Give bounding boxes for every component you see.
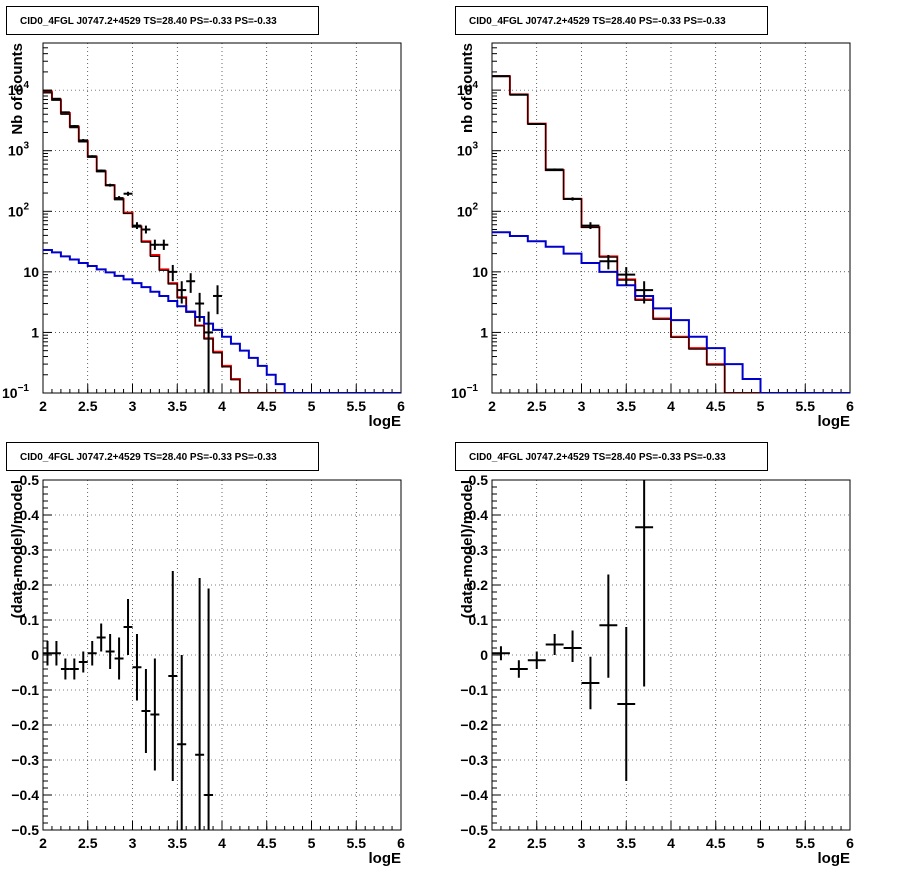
y-tick-label: 0.2 (20, 577, 40, 593)
x-axis-label: logE (818, 850, 851, 867)
x-tick-label: 3 (129, 835, 137, 851)
y-tick-label: −0.4 (11, 787, 39, 803)
y-tick-label: 0.1 (20, 612, 40, 628)
y-tick-label: −0.1 (11, 682, 39, 698)
y-tick-label: 0.5 (20, 472, 40, 488)
x-axis-label: logE (369, 850, 402, 867)
x-tick-label: 6 (397, 398, 405, 414)
chart-title: CID0_4FGL J0747.2+4529 TS=28.40 PS=-0.33… (469, 16, 726, 27)
y-tick-label: 104 (457, 80, 479, 98)
y-tick-label: 103 (8, 141, 30, 159)
y-tick-label: 0 (31, 647, 39, 663)
x-tick-label: 5 (308, 835, 316, 851)
y-tick-label: 10−1 (2, 383, 29, 401)
x-tick-label: 5 (757, 398, 765, 414)
x-tick-label: 4.5 (257, 398, 277, 414)
x-tick-label: 2 (488, 398, 496, 414)
x-tick-label: 2.5 (78, 398, 98, 414)
plot-area (43, 89, 401, 393)
y-tick-label: −0.3 (11, 752, 39, 768)
plot-area (43, 571, 214, 830)
y-tick-label: −0.4 (460, 787, 488, 803)
x-tick-label: 5 (308, 398, 316, 414)
title-box (6, 442, 319, 471)
x-tick-label: 4.5 (257, 835, 277, 851)
x-tick-label: 3.5 (617, 398, 637, 414)
chart-title: CID0_4FGL J0747.2+4529 TS=28.40 PS=-0.33… (20, 452, 277, 463)
histogram-series (492, 231, 850, 393)
x-tick-label: 2 (39, 398, 47, 414)
y-tick-label: −0.2 (11, 717, 39, 733)
x-tick-label: 5.5 (796, 398, 816, 414)
title-box (455, 6, 768, 35)
y-tick-label: 0.3 (469, 542, 489, 558)
y-tick-label: 10−1 (451, 383, 478, 401)
x-tick-label: 3.5 (168, 835, 188, 851)
x-tick-label: 5.5 (347, 398, 367, 414)
y-axis-label: (data-model)/model (459, 480, 476, 618)
x-tick-label: 3 (578, 398, 586, 414)
x-tick-label: 3 (578, 835, 586, 851)
x-tick-label: 2.5 (78, 835, 98, 851)
y-axis-label: (data-model)/model (9, 480, 26, 618)
y-tick-label: 0.2 (469, 577, 489, 593)
panel-residuals-left: CID0_4FGL J0747.2+4529 TS=28.40 PS=-0.33… (6, 442, 405, 867)
x-tick-label: 6 (846, 398, 854, 414)
x-tick-label: 5.5 (796, 835, 816, 851)
x-tick-label: 4 (218, 835, 226, 851)
x-tick-label: 2 (488, 835, 496, 851)
y-tick-label: 10 (472, 264, 488, 280)
x-tick-label: 3.5 (617, 835, 637, 851)
x-tick-label: 3 (129, 398, 137, 414)
x-tick-label: 6 (846, 835, 854, 851)
y-tick-label: 103 (457, 141, 479, 159)
y-tick-label: 10 (23, 264, 39, 280)
x-axis-label: logE (369, 413, 402, 430)
panel-residuals-right: CID0_4FGL J0747.2+4529 TS=28.40 PS=-0.33… (455, 442, 854, 867)
title-box (455, 442, 768, 471)
x-tick-label: 5.5 (347, 835, 367, 851)
x-tick-label: 2.5 (527, 398, 547, 414)
title-box (6, 6, 319, 35)
y-tick-label: 0.3 (20, 542, 40, 558)
panel-counts-right: CID0_4FGL J0747.2+4529 TS=28.40 PS=-0.33… (451, 6, 854, 430)
y-tick-label: −0.3 (460, 752, 488, 768)
plot-area (492, 480, 654, 781)
y-tick-label: 102 (8, 201, 30, 219)
x-tick-label: 4.5 (706, 835, 726, 851)
chart-title: CID0_4FGL J0747.2+4529 TS=28.40 PS=-0.33… (469, 452, 726, 463)
plot-area (492, 75, 850, 393)
y-tick-label: 0 (480, 647, 488, 663)
y-tick-label: 0.4 (20, 507, 40, 523)
y-tick-label: 0.1 (469, 612, 489, 628)
y-tick-label: −0.5 (11, 822, 39, 838)
y-tick-label: −0.5 (460, 822, 488, 838)
y-axis-label: nb of counts (459, 43, 476, 133)
x-tick-label: 6 (397, 835, 405, 851)
x-tick-label: 2.5 (527, 835, 547, 851)
x-tick-label: 4 (667, 398, 675, 414)
x-axis-label: logE (818, 413, 851, 430)
x-tick-label: 2 (39, 835, 47, 851)
y-tick-label: 1 (480, 324, 488, 340)
x-tick-label: 4.5 (706, 398, 726, 414)
y-tick-label: −0.1 (460, 682, 488, 698)
x-tick-label: 4 (667, 835, 675, 851)
y-tick-label: 0.4 (469, 507, 489, 523)
panel-counts-left: CID0_4FGL J0747.2+4529 TS=28.40 PS=-0.33… (2, 6, 405, 430)
y-tick-label: 102 (457, 201, 479, 219)
chart-title: CID0_4FGL J0747.2+4529 TS=28.40 PS=-0.33… (20, 16, 277, 27)
histogram-series (43, 248, 401, 393)
x-tick-label: 4 (218, 398, 226, 414)
y-tick-label: 0.5 (469, 472, 489, 488)
y-tick-label: 1 (31, 324, 39, 340)
y-axis-label: Nb of counts (9, 43, 26, 135)
x-tick-label: 3.5 (168, 398, 188, 414)
y-tick-label: 104 (8, 80, 30, 98)
y-tick-label: −0.2 (460, 717, 488, 733)
x-tick-label: 5 (757, 835, 765, 851)
